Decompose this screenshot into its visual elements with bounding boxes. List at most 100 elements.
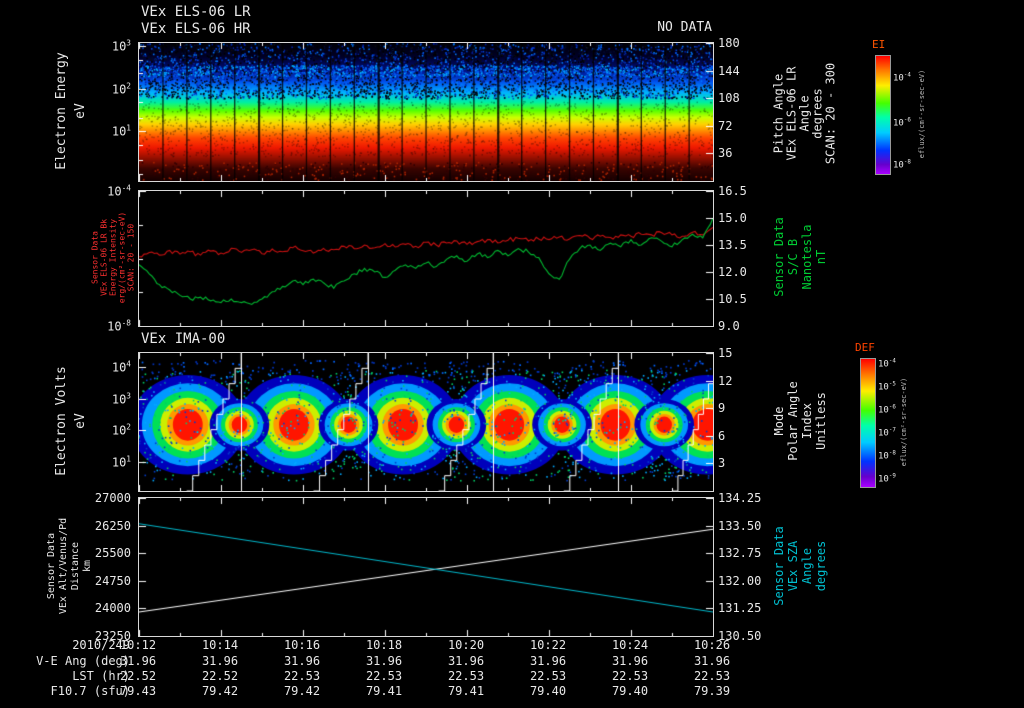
axis-tick-label: 27000 [94,491,131,505]
panel3-left-axis: 104 103 102 101 [83,353,135,491]
info-row-value: 79.41 [365,684,403,698]
ima-colorbar-units: eflux/(cm²-sr-sec-eV) [900,377,908,467]
axis-tick-label: 103 [111,38,131,54]
axis-tick-label: 10-4 [107,183,131,199]
time-tick-label: 10:16 [283,638,321,652]
info-row-value: 31.96 [119,654,157,668]
axis-tick-label: 24750 [94,573,131,588]
els-spectrogram-canvas [139,43,713,181]
ima-spectrogram-panel: 104 103 102 101 15 12 9 6 3 [112,346,732,492]
no-data-label: NO DATA [657,20,712,35]
info-row-value: 31.96 [283,654,321,668]
info-row-value: 22.53 [365,669,403,683]
axis-tick-label: 10-9 [878,473,896,485]
info-row-value: 79.42 [283,684,321,698]
ima-title: VEx IMA-00 [141,331,226,347]
axis-tick-label: 108 [718,91,740,106]
info-row-value: 31.96 [611,654,649,668]
time-tick-label: 10:14 [201,638,239,652]
axis-tick-label: 10-8 [107,318,131,334]
axis-tick-label: 132.75 [718,546,762,561]
axis-tick-label: 133.50 [718,518,762,533]
ima-colorbar-title: DEF [855,341,875,354]
els-lr-title: VEx ELS-06 LR [141,4,251,20]
axis-tick-label: 104 [111,359,131,375]
date-label: 2010/249 [72,638,130,652]
panel4-left-axis-label: Sensor Data VEx Alt/Venus/Pd Distance km [46,517,93,615]
panel1-left-axis: 103 102 101 [83,38,135,181]
axis-tick-label: 103 [111,391,131,407]
info-row-value: 79.39 [693,684,731,698]
panel2-left-axis-label: Sensor Data VEx ELS-06 LR Bk Energy Inte… [90,211,136,304]
panel4-right-axis-label: Sensor Data VEx SZA Angle degrees [772,526,828,606]
info-row-value: 22.53 [693,669,731,683]
info-row-value: 22.53 [283,669,321,683]
intensity-bfield-canvas [139,191,713,326]
ima-spectrogram-canvas [139,353,713,491]
info-row-value: 22.52 [201,669,239,683]
axis-tick-label: 15.0 [718,211,747,225]
panel1-left-axis-label: Electron Energy eV [54,52,88,170]
info-row-value: 22.53 [447,669,485,683]
time-tick-label: 10:20 [447,638,485,652]
axis-tick-label: 13.5 [718,238,747,252]
time-axis-labels: 10:12 10:14 10:16 10:18 10:20 10:22 10:24 10:26 [120,638,730,652]
els-hr-title: VEx ELS-06 HR [141,21,251,37]
axis-tick-label: 24000 [94,601,131,616]
info-row-value: 79.41 [447,684,485,698]
panel2-right-axis: 16.5 15.0 13.5 12.0 10.5 9.0 [715,184,771,333]
axis-tick-label: 144 [718,63,740,78]
info-row-value: 31.96 [529,654,567,668]
axis-tick-label: 16.5 [718,184,747,198]
axis-tick-label: 101 [111,454,131,470]
axis-tick-label: 10-5 [878,381,896,393]
axis-tick-label: 180 [718,36,740,50]
info-row-value: 31.96 [447,654,485,668]
els-colorbar-units: eflux/(cm²-sr-sec-eV) [918,69,926,159]
els-spectrogram-panel: 103 102 101 180 144 108 72 36 [112,36,740,182]
altitude-sza-canvas [139,498,713,636]
axis-tick-label: 134.25 [718,491,762,505]
axis-tick-label: 12 [718,373,733,388]
axis-tick-label: 3 [718,456,726,471]
axis-tick-label: 9 [718,401,726,416]
axis-tick-label: 10-8 [878,450,896,462]
panel4-left-axis: 27000 26250 25500 24750 24000 23250 [83,491,135,643]
ima-colorbar: 10-4 10-5 10-6 10-7 10-8 10-9 [860,358,896,488]
info-row-value: 22.53 [611,669,649,683]
axis-tick-label: 12.0 [718,265,747,279]
panel1-right-axis: 180 144 108 72 36 [715,36,771,181]
info-row-value: 22.53 [529,669,567,683]
axis-tick-label: 10-4 [893,72,911,84]
panel2-left-axis: 10-4 10-8 [83,184,135,334]
info-row-value: 79.40 [529,684,567,698]
info-row-value: 31.96 [365,654,403,668]
axis-tick-label: 102 [111,81,131,97]
info-row-value: 31.96 [693,654,731,668]
axis-tick-label: 9.0 [718,319,740,333]
info-row-value: 22.52 [119,669,157,683]
info-row-value: 79.40 [611,684,649,698]
time-tick-label: 10:12 [119,638,157,652]
panel3-right-axis: 15 12 9 6 3 [715,346,771,491]
els-colorbar: 10-4 10-6 10-8 [875,55,911,175]
els-colorbar-ticks: 10-4 10-6 10-8 [893,56,935,174]
axis-tick-label: 10-8 [893,159,911,171]
intensity-bfield-panel: 10-4 10-8 16.5 15.0 13.5 12.0 10.5 9.0 [107,184,747,334]
altitude-sza-panel: 27000 26250 25500 24750 24000 23250 134.25 133… [95,491,761,643]
info-row-label: V-E Ang (deg) [36,654,130,668]
panel4-right-axis: 134.25 133.50 132.75 132.00 131.25 130.50 [715,491,771,643]
els-colorbar-title: EI [872,38,886,51]
axis-tick-label: 23250 [94,629,131,643]
info-row-label: LST (hr) [72,669,130,683]
axis-tick-label: 10-7 [878,427,896,439]
axis-tick-label: 10-6 [878,404,896,416]
ima-colorbar-ticks: 10-4 10-5 10-6 10-7 10-8 10-9 [878,359,920,487]
axis-tick-label: 102 [111,422,131,438]
info-row-value: 79.42 [201,684,239,698]
time-tick-label: 10:22 [529,638,567,652]
time-tick-label: 10:18 [365,638,403,652]
axis-tick-label: 101 [111,123,131,139]
axis-tick-label: 132.00 [718,573,762,588]
axis-tick-label: 72 [718,118,733,133]
